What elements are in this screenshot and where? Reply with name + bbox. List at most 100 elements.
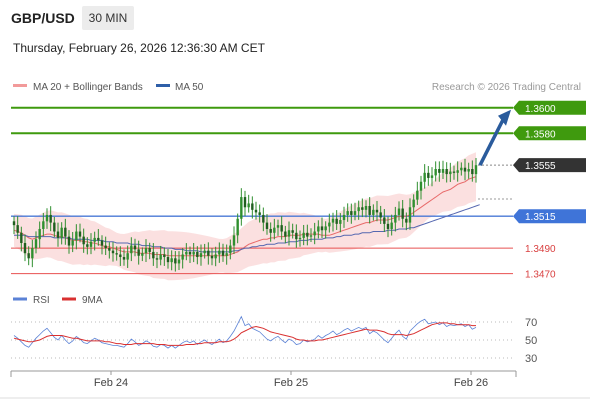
candle-body bbox=[27, 253, 30, 259]
candle-body bbox=[372, 209, 375, 215]
candle-body bbox=[181, 254, 184, 260]
level-tag bbox=[513, 209, 586, 224]
candle-body bbox=[463, 167, 467, 172]
rsi-ma-line bbox=[13, 322, 476, 346]
candle-body bbox=[375, 209, 379, 213]
candle-body bbox=[203, 250, 206, 254]
candle-body bbox=[306, 232, 309, 237]
candle-body bbox=[346, 211, 349, 215]
candle-body bbox=[419, 181, 423, 191]
timeframe-button[interactable]: 30 MIN bbox=[82, 6, 134, 30]
symbol-title: GBP/USD bbox=[11, 10, 75, 26]
candle-body bbox=[49, 214, 52, 223]
candle-body bbox=[75, 231, 78, 241]
candle-body bbox=[328, 222, 331, 227]
candle-body bbox=[445, 169, 448, 175]
candle-body bbox=[141, 253, 144, 256]
candle-body bbox=[34, 239, 38, 249]
header: GBP/USD 30 MIN bbox=[0, 0, 590, 38]
candle-body bbox=[111, 250, 115, 254]
candle-body bbox=[247, 203, 250, 208]
ma50-line bbox=[14, 204, 480, 253]
candle-body bbox=[56, 231, 60, 238]
candle-body bbox=[214, 254, 217, 259]
candle-body bbox=[177, 259, 181, 264]
candles bbox=[12, 157, 478, 272]
candle-body bbox=[383, 217, 386, 224]
candle-body bbox=[218, 250, 221, 255]
candle-body bbox=[287, 230, 291, 237]
candle-body bbox=[137, 249, 140, 256]
candle-body bbox=[412, 199, 415, 208]
candle-body bbox=[152, 251, 155, 259]
candle-body bbox=[119, 254, 122, 258]
candle-body bbox=[313, 231, 316, 236]
candle-body bbox=[240, 197, 243, 219]
candle-body bbox=[45, 214, 49, 222]
candle-body bbox=[42, 221, 45, 229]
candle-body bbox=[361, 207, 364, 210]
candle-body bbox=[71, 240, 74, 246]
candle-body bbox=[133, 245, 137, 250]
candle-body bbox=[232, 235, 236, 246]
level-label: 1.3515 bbox=[525, 212, 556, 223]
candle-body bbox=[430, 175, 434, 178]
candle-body bbox=[210, 255, 214, 259]
x-axis-tick-label: Feb 26 bbox=[454, 377, 488, 389]
candle-body bbox=[148, 248, 151, 252]
ma20-legend-label: MA 20 + Bollinger Bands bbox=[33, 82, 143, 93]
candle-body bbox=[276, 225, 280, 228]
rsi-tick-label: 50 bbox=[525, 335, 537, 347]
candle-body bbox=[31, 248, 34, 259]
level-label: 1.3490 bbox=[525, 244, 556, 255]
level-label: 1.3580 bbox=[525, 129, 556, 140]
candle-body bbox=[394, 214, 397, 223]
credit-label: Research © 2026 Trading Central bbox=[432, 82, 581, 93]
candle-body bbox=[405, 218, 408, 223]
candle-body bbox=[221, 250, 225, 256]
candle-body bbox=[357, 207, 360, 212]
rsi-ma-legend-label: 9MA bbox=[82, 295, 103, 306]
candle-body bbox=[163, 254, 166, 258]
candle-body bbox=[38, 228, 41, 240]
candle-body bbox=[317, 226, 320, 232]
candle-body bbox=[339, 220, 342, 224]
candle-body bbox=[144, 248, 148, 254]
candle-body bbox=[16, 225, 19, 233]
candle-body bbox=[82, 236, 85, 245]
candle-body bbox=[225, 253, 228, 256]
candle-body bbox=[104, 245, 107, 249]
rsi-legend-label: RSI bbox=[33, 295, 50, 306]
candle-body bbox=[207, 250, 210, 256]
candle-body bbox=[284, 231, 287, 237]
candle-body bbox=[427, 172, 430, 178]
candle-body bbox=[302, 232, 305, 238]
candle-body bbox=[265, 222, 269, 229]
candle-body bbox=[342, 214, 346, 221]
x-axis-tick-label: Feb 25 bbox=[274, 377, 308, 389]
forecast-arrow bbox=[478, 109, 511, 166]
level-label: 1.3555 bbox=[525, 161, 556, 172]
rsi-tick-label: 30 bbox=[525, 353, 537, 365]
candle-body bbox=[97, 237, 100, 241]
candle-body bbox=[78, 231, 82, 237]
candle-body bbox=[467, 169, 470, 172]
candle-body bbox=[364, 206, 368, 210]
candle-body bbox=[199, 253, 203, 258]
candle-body bbox=[130, 245, 133, 254]
candle-body bbox=[456, 170, 459, 173]
candle-body bbox=[89, 241, 93, 247]
candle-body bbox=[93, 237, 96, 242]
candle-body bbox=[397, 208, 401, 215]
candle-body bbox=[368, 206, 371, 215]
candle-body bbox=[379, 212, 382, 218]
candle-body bbox=[320, 226, 324, 231]
candle-body bbox=[423, 172, 426, 182]
candle-body bbox=[155, 258, 159, 260]
candle-body bbox=[390, 222, 393, 229]
candle-body bbox=[401, 208, 404, 219]
rsi-line bbox=[13, 315, 477, 349]
candle-body bbox=[196, 251, 199, 258]
level-label: 1.3600 bbox=[525, 104, 556, 115]
